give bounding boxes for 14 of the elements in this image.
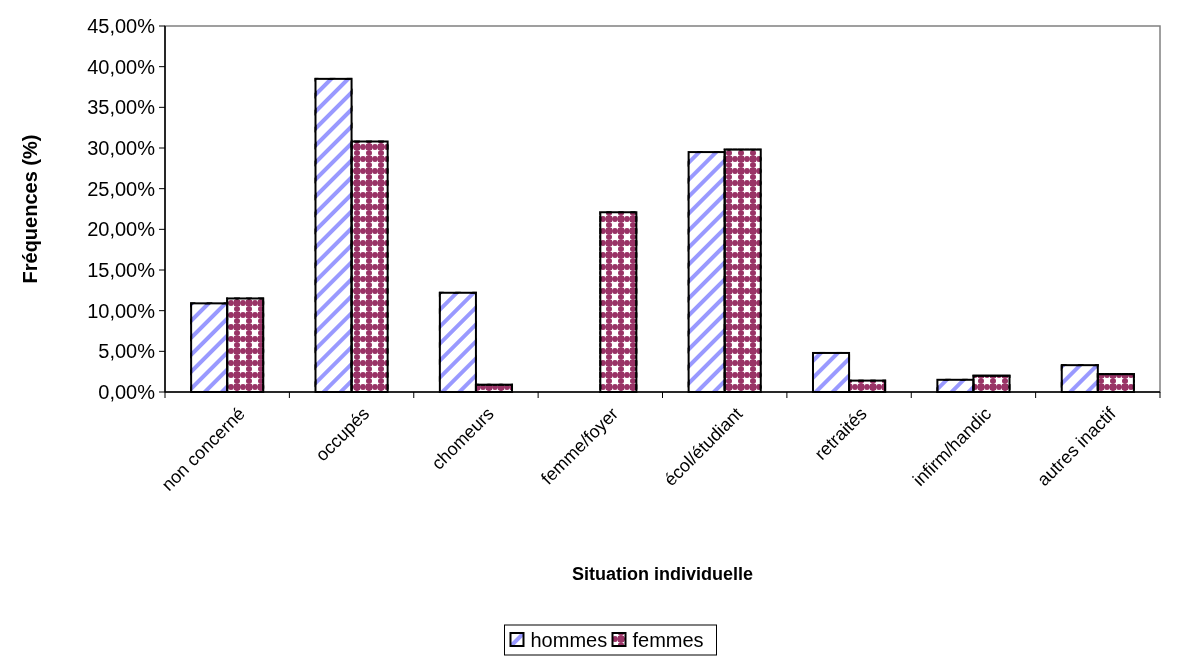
y-axis-title: Fréquences (%) <box>19 134 41 284</box>
legend-label: femmes <box>632 629 704 651</box>
y-tick-label: 35,00% <box>87 96 156 119</box>
y-tick-label: 40,00% <box>87 55 156 78</box>
y-tick-label: 45,00% <box>87 15 156 37</box>
y-tick-label: 0,00% <box>98 381 156 403</box>
y-tick-label: 5,00% <box>98 340 156 363</box>
x-axis-title: Situation individuelle <box>571 564 754 584</box>
y-tick-label: 20,00% <box>87 218 156 241</box>
y-tick-label: 30,00% <box>87 137 156 159</box>
y-tick-label: 10,00% <box>87 299 156 322</box>
y-tick-label: 25,00% <box>87 177 156 200</box>
y-tick-label: 15,00% <box>87 259 156 281</box>
legend-label: hommes <box>530 629 608 651</box>
